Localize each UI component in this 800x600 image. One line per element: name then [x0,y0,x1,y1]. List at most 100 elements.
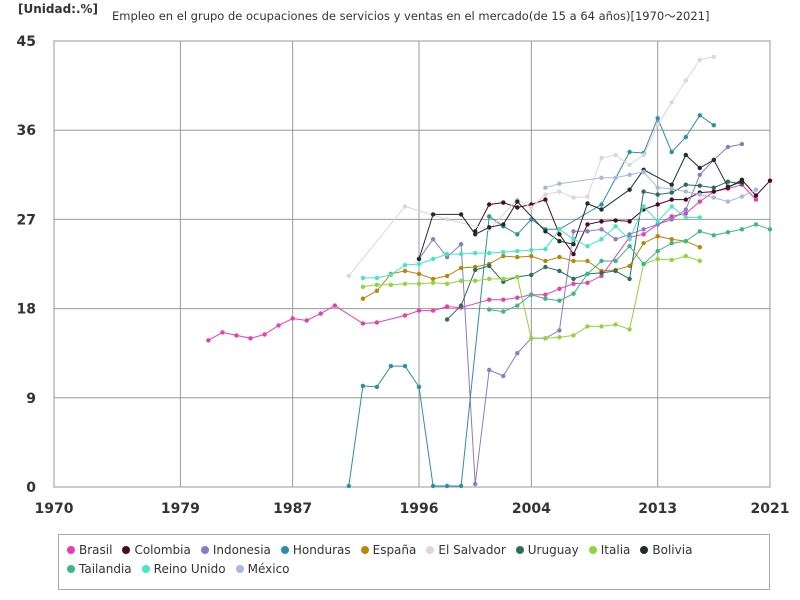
data-point [557,286,562,291]
data-point [669,241,674,246]
data-point [669,197,674,202]
data-point [458,251,464,257]
legend-swatch [200,546,209,554]
data-point [669,182,674,187]
data-point [416,281,422,286]
data-point [557,335,562,340]
data-point [458,303,464,308]
legend-item[interactable]: Italia [588,543,630,557]
x-tick-label: 2021 [751,501,790,517]
data-point [346,483,351,489]
legend-item[interactable]: Tailandia [67,562,132,576]
data-point [627,187,632,192]
data-point [725,179,731,184]
legend-item[interactable]: Bolivia [640,543,692,557]
data-point [374,282,380,287]
data-point [430,308,436,313]
data-point [360,383,366,389]
data-point [332,303,337,308]
data-point [627,172,632,177]
data-point [725,144,731,150]
data-point [683,239,688,244]
data-point [669,186,674,191]
series-line [545,171,757,203]
data-point [430,256,436,262]
data-point [304,318,309,323]
data-point [599,202,604,207]
data-point [529,272,534,278]
legend-item[interactable]: México [235,562,290,576]
data-point [290,316,295,321]
data-point [711,233,716,238]
data-point [697,172,702,177]
series-méxico [543,169,759,204]
y-tick-label: 0 [26,480,36,496]
data-point [585,324,590,329]
legend-item[interactable]: Colombia [122,543,191,557]
data-point [501,309,506,314]
data-point [473,278,478,283]
data-point [655,123,660,128]
data-point [276,323,281,328]
legend-item[interactable]: Reino Unido [141,562,226,576]
data-point [641,169,646,174]
legend-item[interactable]: Uruguay [515,543,579,557]
data-point [444,317,450,322]
data-point [725,230,731,235]
x-tick-label: 2004 [512,501,551,517]
data-point [557,227,562,232]
data-point [683,215,688,220]
data-point [571,242,576,247]
legend-swatch [67,546,75,554]
data-point [767,227,773,232]
data-point [571,251,576,257]
legend-swatch [515,546,524,554]
data-point [641,232,646,237]
data-point [669,217,674,222]
legend-item[interactable]: El Salvador [426,543,506,557]
x-tick-label: 1996 [400,501,439,517]
data-point [641,227,646,232]
data-point [613,152,618,158]
data-point [557,268,562,274]
line-chart: 0 9 18 27 36 45 1970 1979 1987 1996 2004 2013 2021 [17,34,790,517]
legend-item[interactable]: Indonesia [200,543,271,557]
data-point [669,190,674,195]
data-point [388,363,394,369]
data-point [599,270,604,276]
data-point [641,241,646,246]
data-point [402,204,408,209]
data-point [374,384,380,390]
data-point [402,363,408,369]
data-point [487,214,492,219]
data-point [627,219,632,224]
data-point [458,265,464,271]
data-point [543,258,548,264]
y-tick-label: 36 [17,123,36,139]
data-point [683,211,688,216]
data-point [557,239,562,244]
data-point [739,179,745,184]
data-point [571,276,576,282]
legend-item[interactable]: España [360,543,416,557]
legend-label: Brasil [79,543,113,557]
data-point [585,229,590,234]
data-point [444,304,450,309]
data-point [753,222,759,227]
data-point [585,244,590,249]
legend-label: Tailandia [79,562,132,576]
data-point [473,267,478,273]
data-point [613,322,618,327]
data-point [767,178,773,183]
data-point [458,278,464,283]
data-point [487,276,492,282]
data-point [683,152,688,158]
data-point [487,225,492,230]
data-point [571,281,576,286]
data-point [655,116,660,121]
data-point [515,295,520,300]
data-point [543,296,548,301]
legend-item[interactable]: Honduras [280,543,351,557]
data-point [711,195,716,200]
legend-item[interactable]: Brasil [67,543,112,557]
